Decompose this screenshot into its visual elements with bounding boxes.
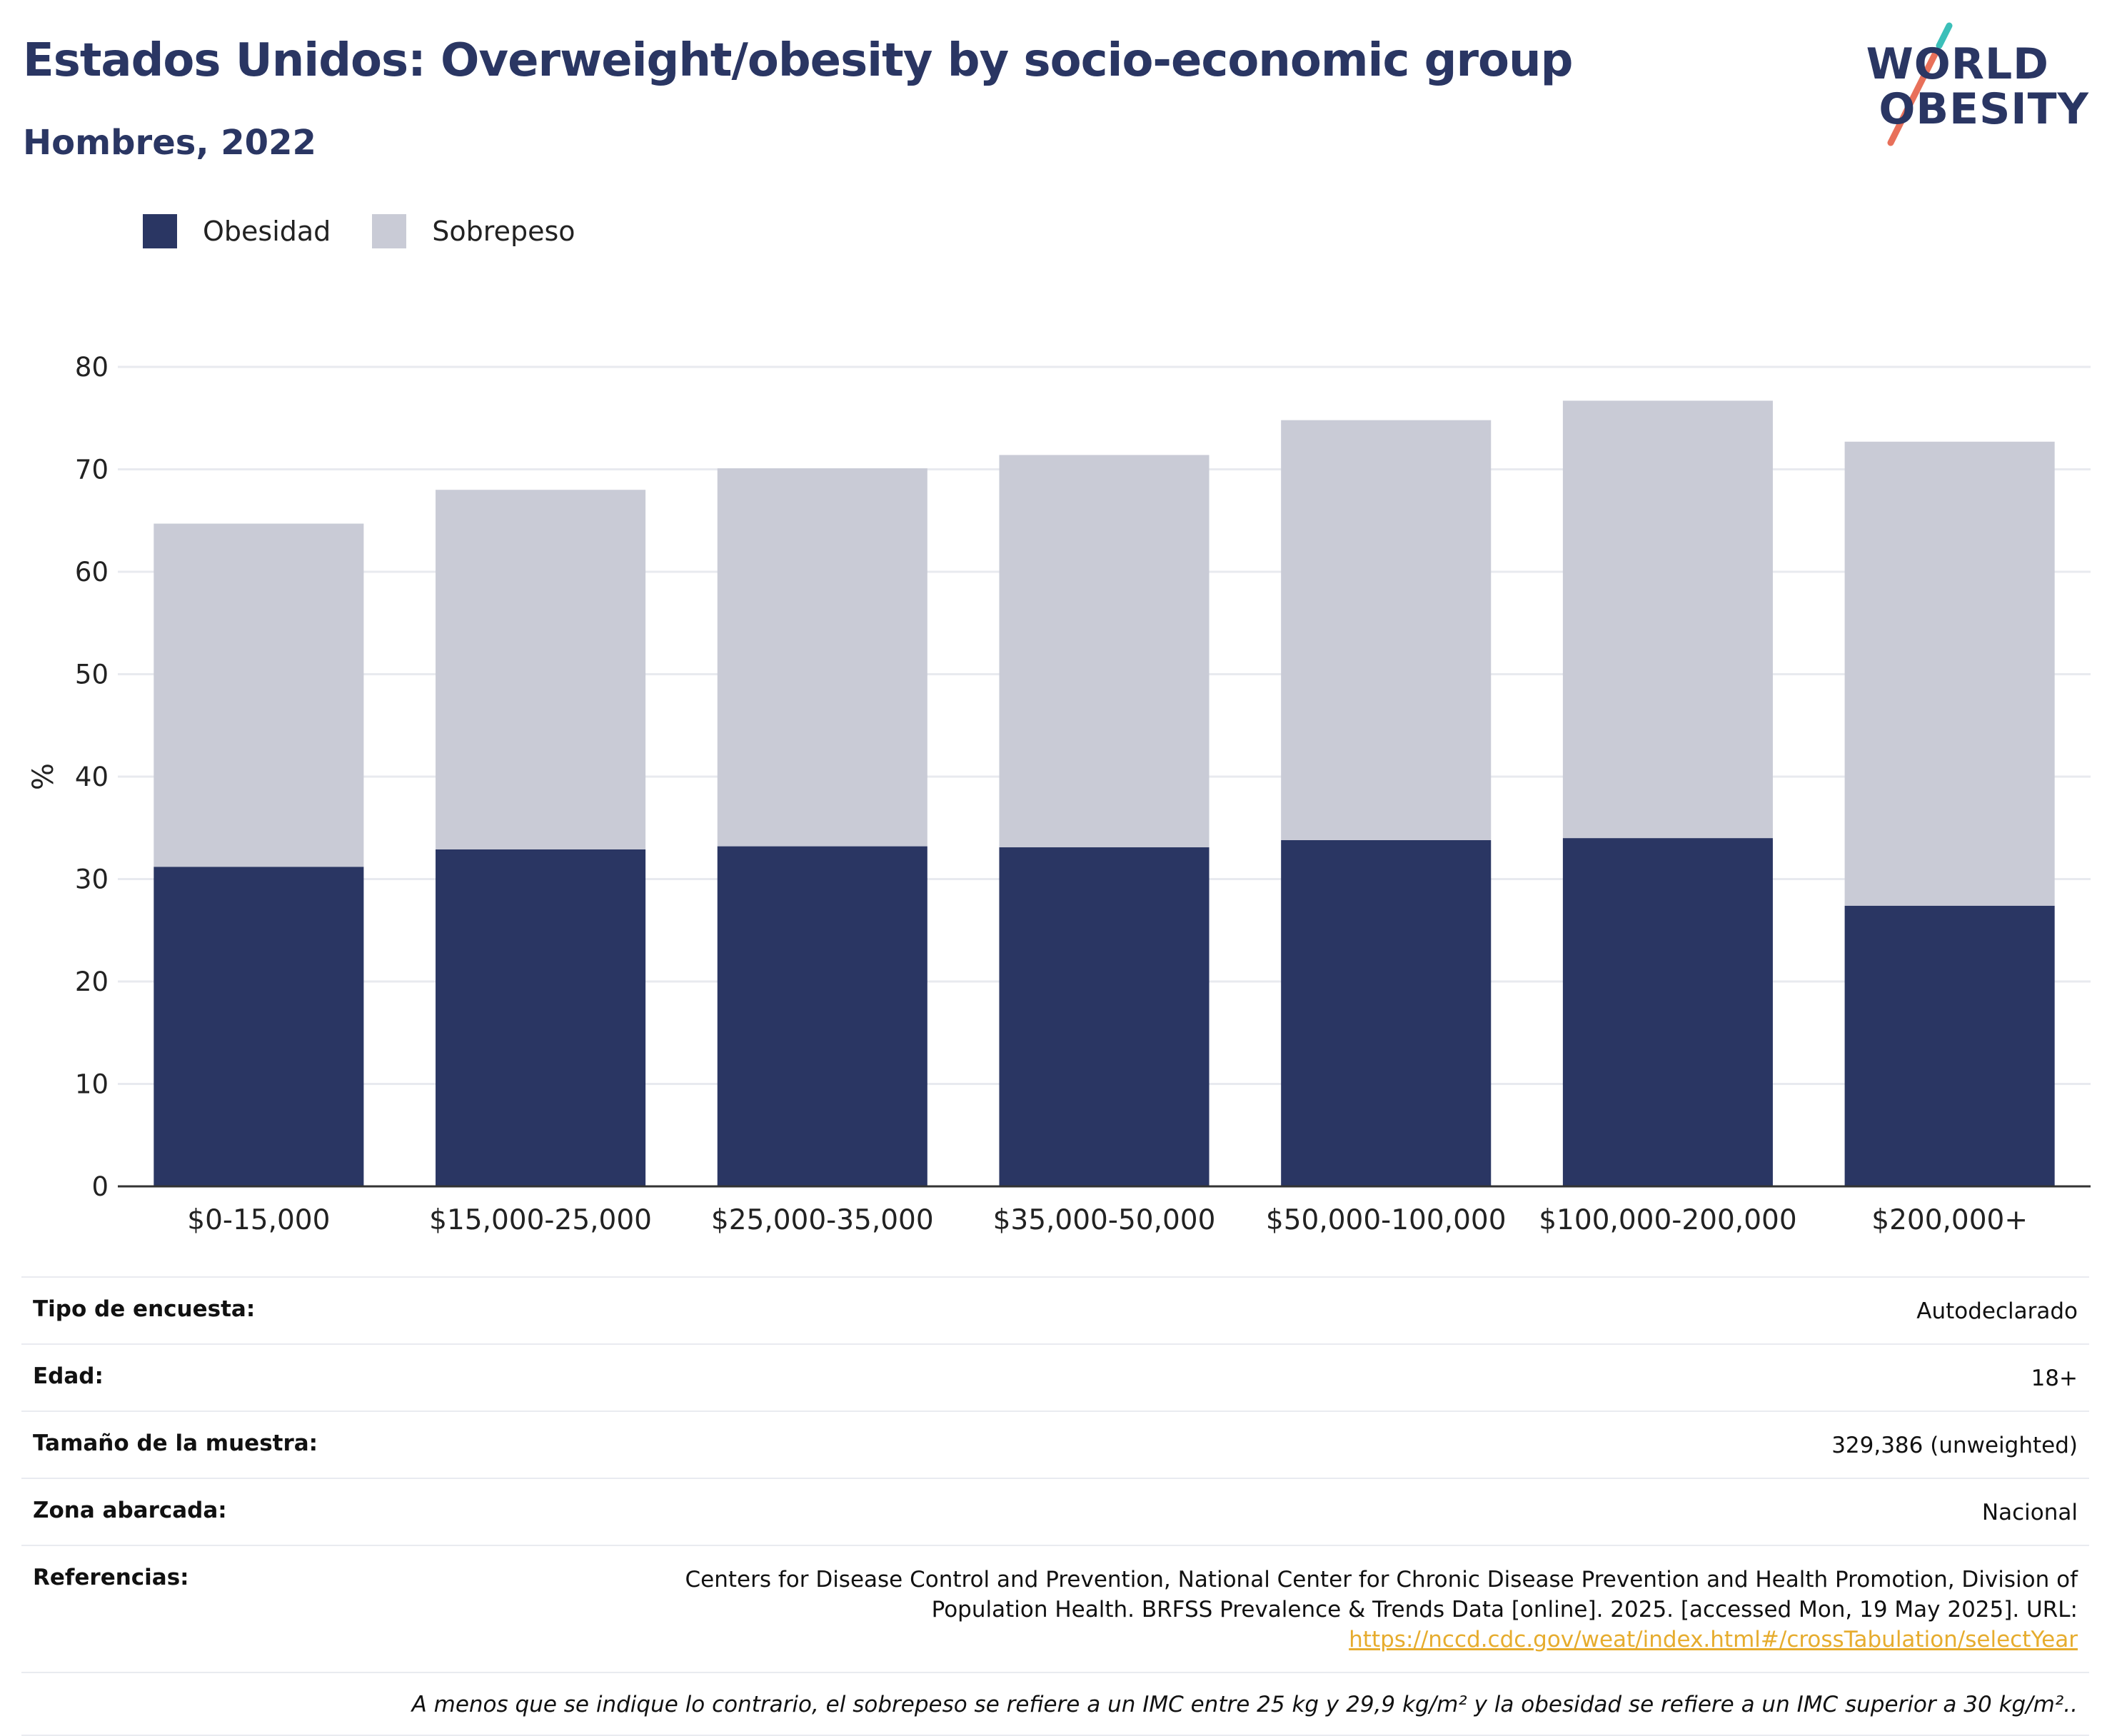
references-link[interactable]: https://nccd.cdc.gov/weat/index.html#/cr…	[1349, 1627, 2078, 1652]
bar-obesidad	[154, 867, 364, 1186]
bar-sobrepeso	[1281, 420, 1492, 840]
info-label: Tipo de encuesta:	[33, 1296, 256, 1322]
bar-obesidad	[717, 846, 927, 1186]
info-row-references: Referencias: Centers for Disease Control…	[21, 1545, 2089, 1672]
references-line-2: Population Health. BRFSS Prevalence & Tr…	[931, 1597, 2078, 1623]
info-label: Referencias:	[33, 1565, 189, 1590]
bar-sobrepeso	[436, 490, 646, 849]
legend-swatch-obesidad	[143, 214, 177, 248]
references-text: Centers for Disease Control and Preventi…	[685, 1565, 2078, 1655]
x-tick-label: $100,000-200,000	[1539, 1204, 1796, 1236]
survey-info-table: Tipo de encuesta: Autodeclarado Edad: 18…	[21, 1276, 2089, 1736]
info-value: Autodeclarado	[1916, 1298, 2078, 1324]
bar-sobrepeso	[1844, 441, 2055, 906]
y-tick-label: 80	[75, 352, 109, 383]
x-tick-label: $35,000-50,000	[993, 1204, 1216, 1236]
info-label: Edad:	[33, 1363, 104, 1389]
y-tick-label: 50	[75, 660, 109, 690]
info-row-coverage: Zona abarcada: Nacional	[21, 1478, 2089, 1545]
world-obesity-logo: WORLD OBESITY	[1856, 21, 2099, 150]
bar-obesidad	[1562, 838, 1773, 1186]
info-row-age: Edad: 18+	[21, 1343, 2089, 1410]
x-tick-label: $15,000-25,000	[429, 1204, 652, 1236]
logo-slash-icon	[1887, 22, 1953, 146]
definition-note: A menos que se indique lo contrario, el …	[21, 1672, 2089, 1736]
y-tick-label: 40	[75, 762, 109, 792]
info-row-survey-type: Tipo de encuesta: Autodeclarado	[21, 1276, 2089, 1343]
legend-item-obesidad: Obesidad	[143, 214, 331, 248]
bar-obesidad	[1281, 839, 1492, 1186]
x-tick-label: $200,000+	[1871, 1204, 2028, 1236]
legend-label-sobrepeso: Sobrepeso	[432, 216, 575, 247]
y-tick-label: 10	[75, 1069, 109, 1100]
logo-word-obesity: OBESITY	[1879, 84, 2089, 134]
legend-swatch-sobrepeso	[372, 214, 407, 248]
bar-obesidad	[1844, 905, 2055, 1186]
bar-obesidad	[999, 847, 1210, 1186]
y-tick-label: 60	[75, 557, 109, 587]
legend-label-obesidad: Obesidad	[203, 216, 331, 247]
stacked-bar-chart: 0 10 20 30 40 50 60 70 80% $0-15,000 $15,000-25,00…	[27, 352, 2091, 1236]
info-value: Nacional	[1981, 1500, 2078, 1525]
y-tick-label: 20	[75, 967, 109, 997]
chart-legend: Obesidad Sobrepeso	[143, 214, 617, 248]
y-tick-label: 70	[75, 455, 109, 485]
info-row-sample-size: Tamaño de la muestra: 329,386 (unweighte…	[21, 1410, 2089, 1478]
y-tick-label: 30	[75, 864, 109, 895]
logo-word-world: WORLD	[1866, 39, 2049, 89]
x-tick-label: $0-15,000	[187, 1204, 330, 1236]
bar-obesidad	[436, 849, 646, 1186]
info-label: Tamaño de la muestra:	[33, 1430, 318, 1456]
bar-sobrepeso	[717, 468, 927, 847]
info-value: 329,386 (unweighted)	[1831, 1433, 2078, 1458]
x-tick-label: $25,000-35,000	[711, 1204, 934, 1236]
y-axis-label: %	[27, 763, 60, 790]
y-tick-label: 0	[91, 1171, 109, 1202]
info-value: 18+	[2031, 1366, 2078, 1391]
references-line-1: Centers for Disease Control and Preventi…	[685, 1567, 2078, 1593]
x-tick-label: $50,000-100,000	[1266, 1204, 1507, 1236]
legend-item-sobrepeso: Sobrepeso	[372, 214, 575, 248]
bar-sobrepeso	[999, 455, 1210, 848]
bar-sobrepeso	[154, 523, 364, 867]
bar-sobrepeso	[1562, 400, 1773, 839]
chart-subtitle: Hombres, 2022	[23, 123, 316, 163]
chart-title: Estados Unidos: Overweight/obesity by so…	[23, 34, 1573, 87]
info-label: Zona abarcada:	[33, 1498, 227, 1523]
